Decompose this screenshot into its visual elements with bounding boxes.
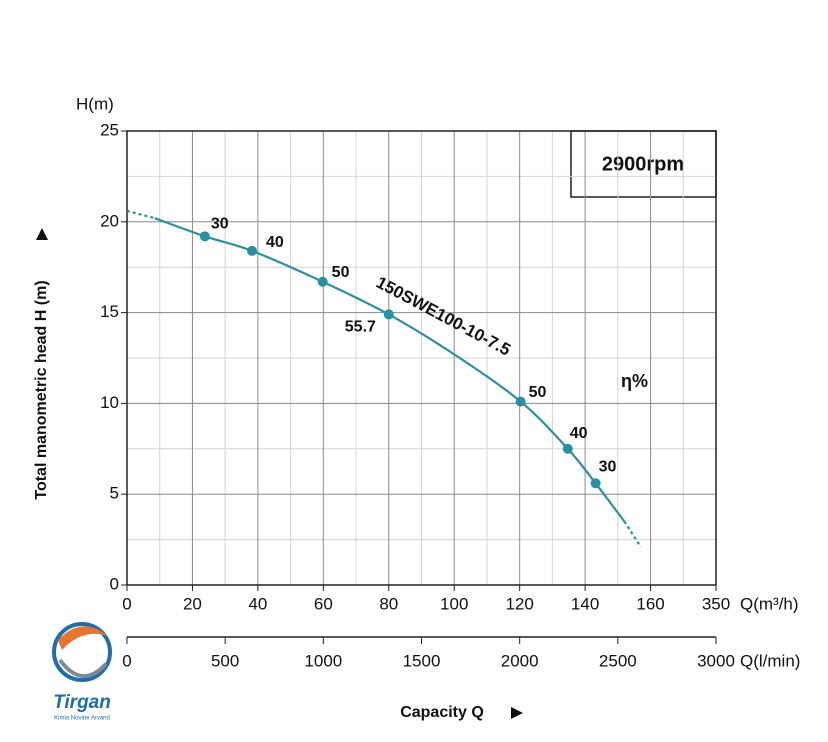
speed: 2900rpm bbox=[602, 153, 684, 175]
x-tick-label: 140 bbox=[571, 594, 599, 613]
efficiency-value: 50 bbox=[529, 384, 547, 401]
y-tick-label: 5 bbox=[110, 484, 119, 503]
efficiency-value: 30 bbox=[599, 459, 617, 476]
x-tick-label: 80 bbox=[379, 594, 398, 613]
efficiency-point bbox=[590, 478, 601, 489]
logo-ring bbox=[52, 622, 112, 682]
arrow bbox=[36, 228, 48, 240]
x-unit: Q(m³/h) bbox=[740, 594, 799, 613]
efficiency-point bbox=[515, 396, 526, 407]
efficiency-point bbox=[246, 245, 257, 256]
x-tick-label: 160 bbox=[636, 594, 664, 613]
x-tick-label: 40 bbox=[248, 594, 267, 613]
logo-name: Tirgan bbox=[53, 692, 111, 713]
x2-tick-label: 3000 bbox=[697, 651, 735, 670]
curve-extrapolated bbox=[126, 209, 156, 220]
arrow bbox=[511, 707, 523, 719]
efficiency-point bbox=[562, 443, 573, 454]
x2-unit: Q(l/min) bbox=[740, 651, 800, 670]
x2-tick-label: 0 bbox=[122, 651, 131, 670]
speed-box bbox=[570, 130, 717, 198]
curve bbox=[154, 217, 626, 523]
efficiency-point bbox=[199, 231, 210, 242]
x2-tick-label: 1500 bbox=[403, 651, 441, 670]
x2-tick-label: 2000 bbox=[501, 651, 539, 670]
x-tick-label: 350 bbox=[702, 594, 730, 613]
efficiency-label: η% bbox=[621, 371, 648, 391]
y-tick-label: 0 bbox=[110, 574, 119, 593]
efficiency-value: 40 bbox=[266, 234, 284, 251]
logo: Tirgan Kimia Novine Arvand bbox=[52, 622, 112, 722]
efficiency-point bbox=[317, 276, 328, 287]
y-axis-label: Total manometric head H (m) bbox=[33, 280, 50, 499]
curve-extrapolated bbox=[623, 520, 642, 548]
efficiency-value: 50 bbox=[332, 264, 350, 281]
x-tick-label: 20 bbox=[183, 594, 202, 613]
efficiency-point bbox=[383, 309, 394, 320]
x-tick-label: 0 bbox=[122, 594, 131, 613]
logo-tagline: Kimia Novine Arvand bbox=[54, 716, 110, 722]
x2-tick-label: 500 bbox=[211, 651, 239, 670]
x-axis-label: Capacity Q bbox=[400, 704, 484, 721]
y-tick-label: 15 bbox=[100, 302, 119, 321]
logo-gear bbox=[58, 658, 108, 678]
y-tick-label: 25 bbox=[100, 120, 119, 139]
y-unit: H(m) bbox=[76, 94, 114, 113]
x-tick-label: 100 bbox=[440, 594, 468, 613]
y-tick-label: 10 bbox=[100, 393, 119, 412]
y-tick-label: 20 bbox=[100, 211, 119, 230]
efficiency-value: 55.7 bbox=[345, 319, 376, 336]
logo-swoosh bbox=[58, 626, 108, 650]
x2-tick-label: 1000 bbox=[304, 651, 342, 670]
x-tick-label: 60 bbox=[314, 594, 333, 613]
x-tick-label: 120 bbox=[505, 594, 533, 613]
efficiency-value: 30 bbox=[211, 216, 229, 233]
efficiency-value: 40 bbox=[570, 425, 588, 442]
plot-frame bbox=[126, 130, 717, 586]
x2-tick-label: 2500 bbox=[599, 651, 637, 670]
